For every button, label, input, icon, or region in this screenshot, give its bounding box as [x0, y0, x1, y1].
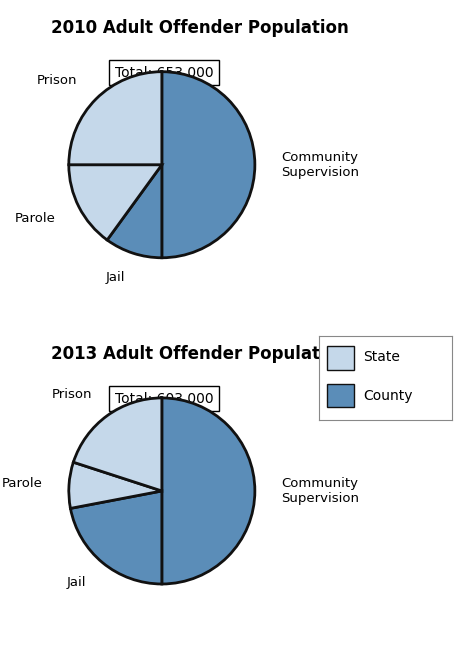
Wedge shape	[162, 72, 255, 258]
Bar	[327, 346, 354, 370]
Text: Total: 653,000: Total: 653,000	[115, 66, 214, 79]
Wedge shape	[69, 165, 162, 240]
Bar	[327, 384, 354, 407]
Text: 2013 Adult Offender Population: 2013 Adult Offender Population	[51, 345, 349, 363]
Text: State: State	[363, 350, 400, 364]
Text: County: County	[363, 388, 412, 402]
Text: Prison: Prison	[51, 388, 92, 401]
Text: Total: 603,000: Total: 603,000	[115, 392, 214, 406]
Wedge shape	[73, 398, 162, 491]
Text: Parole: Parole	[15, 213, 56, 225]
Text: Community
Supervision: Community Supervision	[281, 477, 359, 505]
Wedge shape	[162, 398, 255, 584]
Text: 2010 Adult Offender Population: 2010 Adult Offender Population	[51, 19, 349, 37]
Text: Parole: Parole	[2, 477, 43, 490]
Wedge shape	[107, 165, 162, 258]
Wedge shape	[70, 491, 162, 584]
Text: Community
Supervision: Community Supervision	[281, 151, 359, 179]
Wedge shape	[69, 72, 162, 165]
Wedge shape	[69, 463, 162, 508]
Text: Prison: Prison	[37, 74, 78, 87]
Text: Jail: Jail	[106, 271, 125, 284]
Text: Jail: Jail	[67, 576, 86, 589]
